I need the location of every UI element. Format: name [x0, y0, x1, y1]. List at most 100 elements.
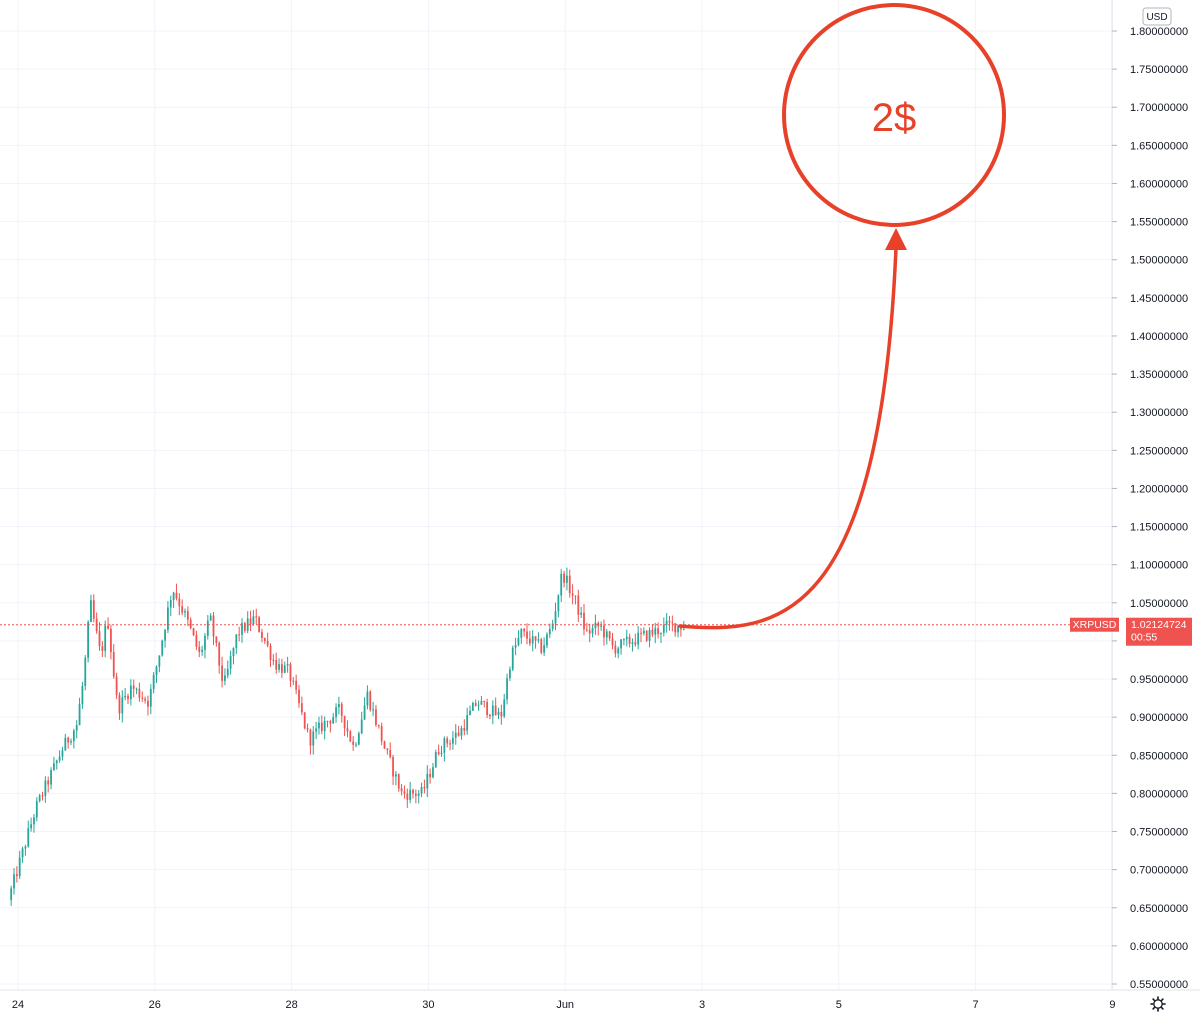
candle-body [682, 628, 685, 630]
candle-body [33, 817, 35, 825]
candle-body [329, 721, 332, 724]
candle-body [360, 719, 363, 734]
candle-body [460, 727, 463, 736]
candle-body [346, 728, 349, 732]
candle-body [38, 795, 41, 802]
candle-body [18, 857, 21, 877]
annotation-circle [782, 3, 1006, 227]
candle-body [560, 573, 563, 596]
currency-badge[interactable]: USD [1142, 7, 1172, 26]
candle-body [343, 715, 346, 729]
time-tick-label: 9 [1109, 999, 1115, 1011]
candle-body [10, 888, 13, 901]
candle-body [104, 625, 107, 651]
candle-body [121, 697, 124, 714]
candle-body [300, 703, 303, 713]
candle-body [175, 592, 178, 599]
candle-body [72, 730, 75, 742]
price-tick-label: 0.65000000 [1130, 903, 1188, 915]
candle-body [201, 649, 204, 652]
price-tick-label: 0.95000000 [1130, 674, 1188, 686]
candle-body [611, 638, 614, 646]
candle-body [531, 636, 534, 644]
candle-body [648, 629, 651, 641]
candle-body [184, 611, 186, 613]
price-tick-label: 0.80000000 [1130, 788, 1188, 800]
candle-body [486, 701, 489, 715]
candle-body [506, 678, 508, 700]
gear-icon[interactable] [1150, 996, 1166, 1012]
candle-body [383, 741, 386, 749]
candle-body [323, 720, 326, 732]
price-tick-label: 1.45000000 [1130, 293, 1188, 305]
candle-body [605, 631, 608, 638]
candle-body [677, 625, 679, 633]
candle-body [64, 737, 67, 751]
candle-body [403, 791, 406, 794]
candle-body [272, 659, 275, 661]
candle-body [548, 628, 551, 635]
candle-body [98, 631, 101, 647]
candle-body [124, 695, 127, 698]
candle-body [497, 711, 500, 716]
candle-body [75, 725, 78, 731]
price-scale[interactable]: 1.80000000 1.75000000 1.70000000 1.65000000… [1112, 26, 1188, 991]
symbol-label: XRPUSD [1073, 619, 1117, 631]
candle-body [392, 756, 394, 777]
candle-body [528, 638, 531, 644]
candle-body [469, 710, 471, 716]
candle-body [580, 612, 583, 615]
candle-body [289, 664, 292, 681]
candle-body [412, 789, 414, 794]
time-tick-label: Jun [556, 999, 574, 1011]
candle-body [53, 763, 55, 770]
candle-body [474, 702, 477, 706]
candle-body [335, 707, 337, 717]
candle-body [21, 848, 24, 858]
candle-body [261, 631, 263, 639]
candle-body [480, 700, 483, 705]
price-value-label: 1.02124724 [1131, 619, 1187, 631]
currency-label: USD [1146, 12, 1167, 23]
candle-body [30, 824, 33, 829]
candle-body [423, 787, 426, 789]
candle-body [454, 732, 457, 738]
candle-body [554, 611, 557, 624]
candle-body [557, 595, 560, 612]
candle-body [41, 795, 44, 797]
candle-body [152, 674, 155, 689]
candle-body [101, 646, 104, 651]
candle-body [363, 705, 366, 720]
candle-body [457, 732, 460, 736]
grid-lines [0, 0, 1113, 990]
candle-body [357, 733, 360, 745]
price-tick-label: 1.65000000 [1130, 140, 1188, 152]
time-scale[interactable]: 24 26 28 30 Jun 3 5 7 9 [12, 999, 1116, 1011]
candle-body [47, 780, 50, 785]
candle-body [283, 665, 286, 673]
candle-body [55, 760, 58, 764]
candle-body [112, 652, 115, 677]
candle-body [466, 715, 469, 731]
candle-body [332, 716, 335, 724]
candle-body [483, 700, 486, 702]
price-tick-label: 1.25000000 [1130, 445, 1188, 457]
candle-body [198, 646, 201, 652]
annotation-drawing: 2$ [678, 3, 1006, 630]
candle-body [671, 622, 674, 624]
price-tick-label: 1.60000000 [1130, 178, 1188, 190]
candle-body [395, 774, 397, 777]
candle-body [235, 634, 238, 649]
candle-body [278, 664, 280, 670]
candle-body [514, 645, 517, 648]
candle-body [355, 744, 357, 746]
price-tick-label: 1.10000000 [1130, 560, 1188, 572]
candle-body [543, 645, 546, 653]
candle-body [551, 623, 554, 629]
candle-body [318, 722, 320, 729]
candle-body [446, 738, 449, 744]
candle-body [118, 695, 121, 714]
candle-body [312, 731, 315, 746]
candle-body [218, 642, 221, 666]
